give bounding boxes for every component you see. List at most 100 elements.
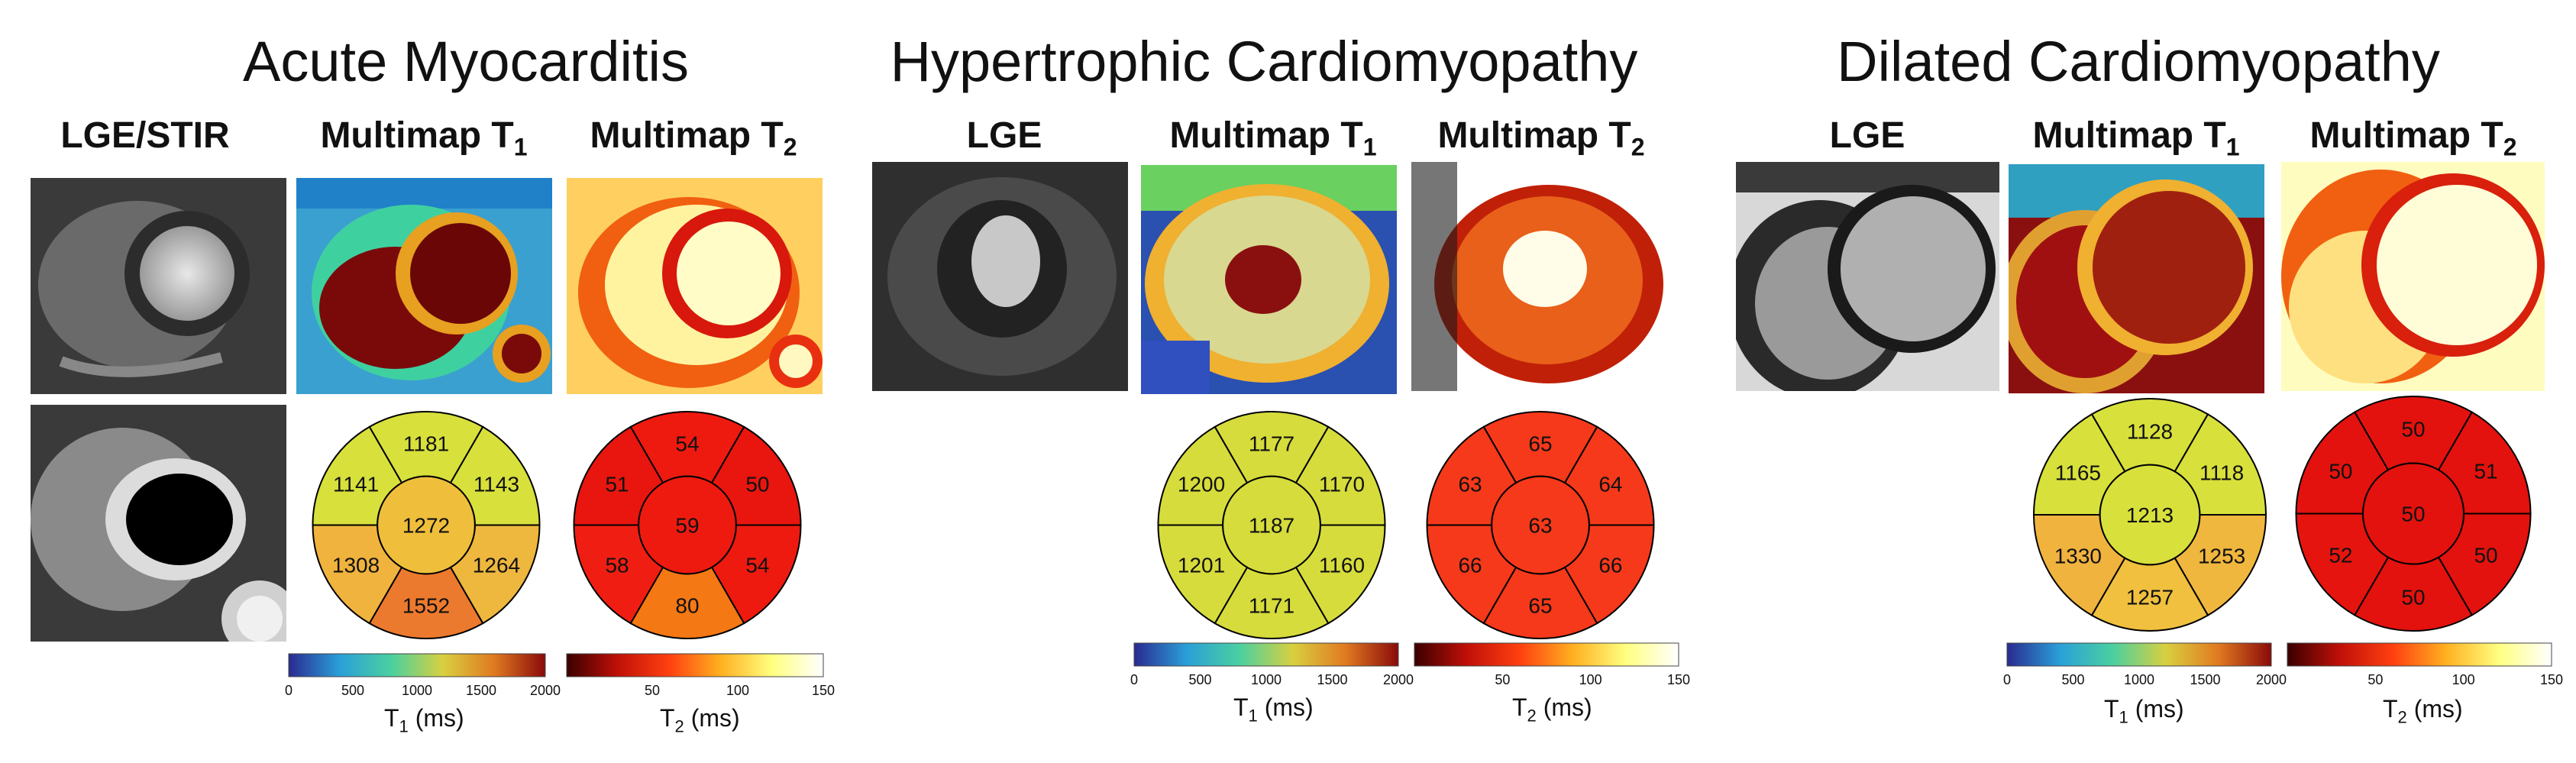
colorbar-tick: 50: [1495, 672, 1510, 687]
multimap-t2-image-hcm: [1411, 162, 1667, 391]
colorbar-tick: 1500: [2190, 672, 2220, 687]
segment-value-center: 50: [2401, 503, 2425, 526]
hcm-t1-bullseye: 1177 1170 1160 1171 1201 1200 1187: [1157, 411, 1386, 639]
segment-value: 1170: [1319, 472, 1365, 496]
segment-value: 58: [605, 554, 629, 577]
dcm-t1-bullseye: 1128 1118 1253 1257 1330 1165 1213: [2032, 398, 2267, 632]
t2-colorbar-label-dcm: T2 (ms): [2383, 695, 2463, 727]
colorbar-tick: 1500: [466, 683, 496, 698]
bullseye-center: [1222, 475, 1321, 575]
colorbar-tick: 0: [285, 683, 293, 698]
col-label-multimap-t1: Multimap T1: [320, 115, 528, 161]
colorbar-tick: 100: [726, 683, 749, 698]
segment-value: 1201: [1178, 554, 1225, 577]
segment-value: 1160: [1319, 554, 1365, 577]
col-label-lge-dcm: LGE: [1829, 115, 1905, 156]
panel-title-acute-myocarditis: Acute Myocarditis: [243, 30, 689, 93]
segment-value-center: 1272: [402, 514, 450, 538]
colorbar-tick: 1000: [402, 683, 432, 698]
segment-value: 50: [745, 472, 769, 496]
segment-value: 50: [2474, 543, 2497, 567]
t2-colorbar-label-hcm: T2 (ms): [1512, 693, 1592, 726]
segment-value: 50: [2401, 585, 2425, 609]
segment-value-center: 59: [675, 514, 699, 538]
segment-value: 1253: [2198, 544, 2245, 567]
colorbar-tick: 50: [2368, 672, 2383, 687]
segment-value: 1200: [1178, 472, 1225, 496]
col-label-lge-stir: LGE/STIR: [60, 115, 230, 156]
segment-value: 50: [2401, 418, 2425, 441]
segment-value: 65: [1528, 432, 1552, 455]
t2-colorbar-dcm: 50 100 150: [2287, 642, 2563, 687]
segment-value: 51: [2474, 460, 2497, 483]
acute-t1-bullseye: 1181 1143 1264 1552 1308 1141 1272: [312, 411, 541, 639]
lge-image-dcm: [1736, 162, 1999, 391]
colorbar-tick: 1000: [1251, 672, 1282, 687]
multimap-t2-image: [567, 178, 823, 394]
lge-stir-image: [31, 178, 286, 394]
col-label-lge-hcm: LGE: [966, 115, 1042, 156]
colorbar-tick: 0: [1130, 672, 1138, 687]
colorbar-gradient: [1133, 642, 1399, 667]
multimap-t1-image-dcm: [2009, 164, 2264, 393]
multimap-t2-image-dcm: [2281, 162, 2545, 391]
t2-colorbar-label-acute: T2 (ms): [660, 704, 740, 736]
t1-colorbar-label-hcm: T1 (ms): [1233, 693, 1314, 726]
colorbar-tick: 1000: [2124, 672, 2154, 687]
colorbar-tick: 50: [645, 683, 660, 698]
colorbar-tick: 100: [1579, 672, 1602, 687]
segment-value: 54: [675, 432, 699, 455]
bullseye-center: [1491, 475, 1590, 575]
segment-value: 66: [1458, 554, 1482, 577]
segment-value-center: 63: [1528, 514, 1552, 538]
segment-value: 1128: [2127, 419, 2173, 443]
colorbar-tick: 150: [1667, 672, 1690, 687]
segment-value: 1171: [1249, 594, 1294, 618]
bullseye-center: [2361, 462, 2465, 565]
colorbar-gradient: [2287, 642, 2552, 667]
colorbar-tick: 500: [2061, 672, 2084, 687]
lge-image-hcm: [872, 162, 1128, 391]
segment-value: 80: [675, 594, 699, 618]
hcm-t2-bullseye: 65 64 66 65 66 63 63: [1426, 411, 1655, 639]
t1-colorbar-acute: 0 500 1000 1500 2000: [285, 653, 561, 698]
t1-colorbar-label-acute: T1 (ms): [384, 704, 464, 736]
segment-value: 1118: [2199, 461, 2244, 485]
colorbar-tick: 150: [812, 683, 835, 698]
multimap-t1-image-hcm: [1141, 165, 1397, 394]
bullseye-center: [2099, 464, 2201, 566]
segment-value: 1165: [2055, 461, 2101, 485]
t2-colorbar-hcm: 50 100 150: [1414, 642, 1690, 687]
t2-colorbar-acute: 50 100 150: [566, 653, 835, 698]
panel-title-dcm: Dilated Cardiomyopathy: [1837, 30, 2440, 93]
colorbar-tick: 0: [2003, 672, 2011, 687]
segment-value-center: 1213: [2126, 503, 2174, 527]
colorbar-tick: 1500: [1317, 672, 1347, 687]
colorbar-tick: 2000: [2256, 672, 2287, 687]
segment-value: 52: [2329, 543, 2352, 567]
colorbar-gradient: [2006, 642, 2272, 667]
colorbar-tick: 2000: [530, 683, 561, 698]
bullseye-center: [638, 475, 737, 575]
segment-value: 50: [2329, 460, 2352, 483]
col-label-multimap-t1-hcm: Multimap T1: [1169, 115, 1377, 161]
segment-value: 51: [605, 472, 629, 496]
segment-value: 1552: [402, 594, 450, 618]
bullseye-center: [377, 475, 476, 575]
colorbar-tick: 2000: [1383, 672, 1414, 687]
segment-value: 65: [1528, 594, 1552, 618]
panel-title-hcm: Hypertrophic Cardiomyopathy: [890, 30, 1638, 93]
segment-value: 63: [1458, 472, 1482, 496]
col-label-multimap-t2: Multimap T2: [590, 115, 797, 161]
colorbar-gradient: [566, 653, 824, 677]
segment-value: 1308: [332, 554, 380, 577]
lge-image-bottom: [31, 405, 286, 642]
segment-value: 66: [1598, 554, 1622, 577]
col-label-multimap-t2-dcm: Multimap T2: [2309, 115, 2517, 161]
segment-value: 1181: [403, 432, 449, 455]
segment-value-center: 1187: [1249, 514, 1294, 538]
colorbar-gradient: [1414, 642, 1679, 667]
colorbar-tick: 500: [341, 683, 364, 698]
segment-value: 1143: [474, 472, 519, 496]
segment-value: 54: [745, 554, 769, 577]
